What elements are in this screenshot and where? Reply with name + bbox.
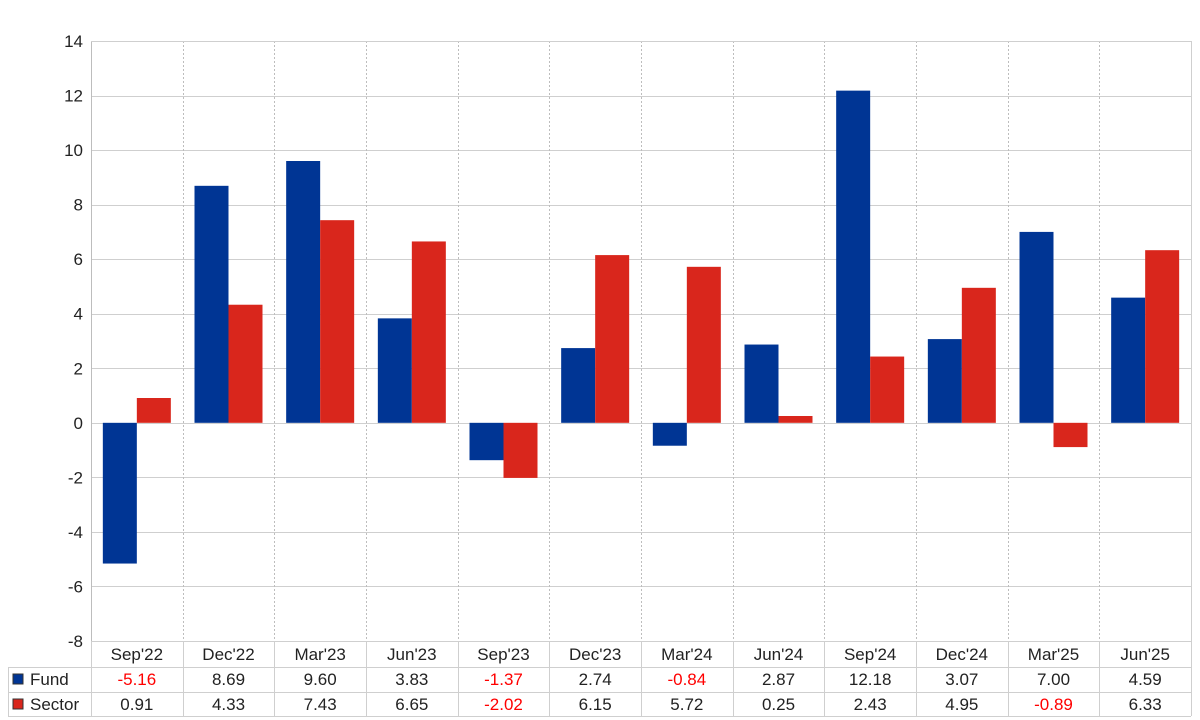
data-label-sector: 6.33 [1129,695,1162,714]
bar-sector [411,241,446,423]
bar-fund [652,422,687,446]
x-tick-label: Mar'25 [1028,645,1079,664]
y-tick-label: -6 [68,577,83,596]
data-label-sector: 0.91 [120,695,153,714]
data-label-fund: 2.74 [579,670,612,689]
legend-swatch-sector [12,698,24,710]
legend-label-fund: Fund [30,670,69,689]
data-label-sector: -0.89 [1034,695,1073,714]
bar-fund [377,318,412,423]
data-label-sector: 4.33 [212,695,245,714]
data-label-sector: 6.65 [395,695,428,714]
data-label-sector: 2.43 [854,695,887,714]
bar-sector [778,416,813,423]
data-label-fund: 3.83 [395,670,428,689]
bar-sector [136,398,171,423]
bar-fund [561,348,596,423]
y-tick-label: 12 [64,87,83,106]
x-tick-label: Jun'23 [387,645,437,664]
x-tick-label: Dec'23 [569,645,621,664]
data-label-fund: -5.16 [117,670,156,689]
data-label-fund: -0.84 [667,670,706,689]
x-tick-label: Sep'22 [111,645,163,664]
bar-sector [1053,422,1088,448]
bar-fund [927,339,962,423]
data-table: Sep'22 Dec'22 Mar'23 Jun'23 Sep'23 Dec'23 Mar'… [8,641,1192,717]
legend-label-sector: Sector [30,695,79,714]
bar-sector [595,255,630,423]
bar-sector [228,304,263,423]
bar-fund [102,422,137,564]
bar-sector [1145,250,1180,423]
bar-fund [194,185,229,423]
y-tick-label: 0 [74,414,83,433]
y-tick-label: 4 [74,305,83,324]
bar-sector [320,220,355,423]
data-label-fund: 8.69 [212,670,245,689]
bar-fund [1111,297,1146,423]
y-tick-label: 8 [74,196,83,215]
bar-fund [1019,231,1054,423]
y-tick-label: 6 [74,250,83,269]
data-label-fund: 9.60 [304,670,337,689]
data-label-fund: 4.59 [1129,670,1162,689]
y-tick-label: 10 [64,141,83,160]
data-label-fund: 12.18 [849,670,892,689]
data-label-fund: -1.37 [484,670,523,689]
x-tick-label: Sep'23 [477,645,529,664]
y-tick-label: 14 [64,32,83,51]
data-label-sector: 0.25 [762,695,795,714]
bar-fund [469,422,504,461]
data-label-sector: -2.02 [484,695,523,714]
y-tick-label: -2 [68,468,83,487]
data-label-sector: 5.72 [670,695,703,714]
x-tick-label: Jun'24 [754,645,804,664]
bars [102,90,1180,564]
bar-sector [686,266,721,423]
x-tick-label: Sep'24 [844,645,896,664]
data-label-sector: 6.15 [579,695,612,714]
x-tick-label: Mar'24 [661,645,712,664]
x-tick-label: Dec'24 [936,645,988,664]
bar-sector [961,287,996,423]
y-tick-label: -8 [68,632,83,651]
x-tick-label: Jun'25 [1120,645,1170,664]
x-tick-label: Mar'23 [294,645,345,664]
data-label-fund: 3.07 [945,670,978,689]
data-label-sector: 7.43 [304,695,337,714]
bar-fund [286,161,321,423]
y-tick-label: 2 [74,359,83,378]
y-tick-label: -4 [68,523,83,542]
bar-fund [836,90,871,423]
axes: 14 12 10 8 6 4 2 0 -2 -4 -6 -8 [64,32,1192,651]
bar-sector [503,422,538,478]
bar-sector [870,356,905,423]
x-tick-label: Dec'22 [202,645,254,664]
data-label-fund: 2.87 [762,670,795,689]
data-label-sector: 4.95 [945,695,978,714]
legend-swatch-fund [12,673,24,685]
bar-fund [744,344,779,423]
data-label-fund: 7.00 [1037,670,1070,689]
